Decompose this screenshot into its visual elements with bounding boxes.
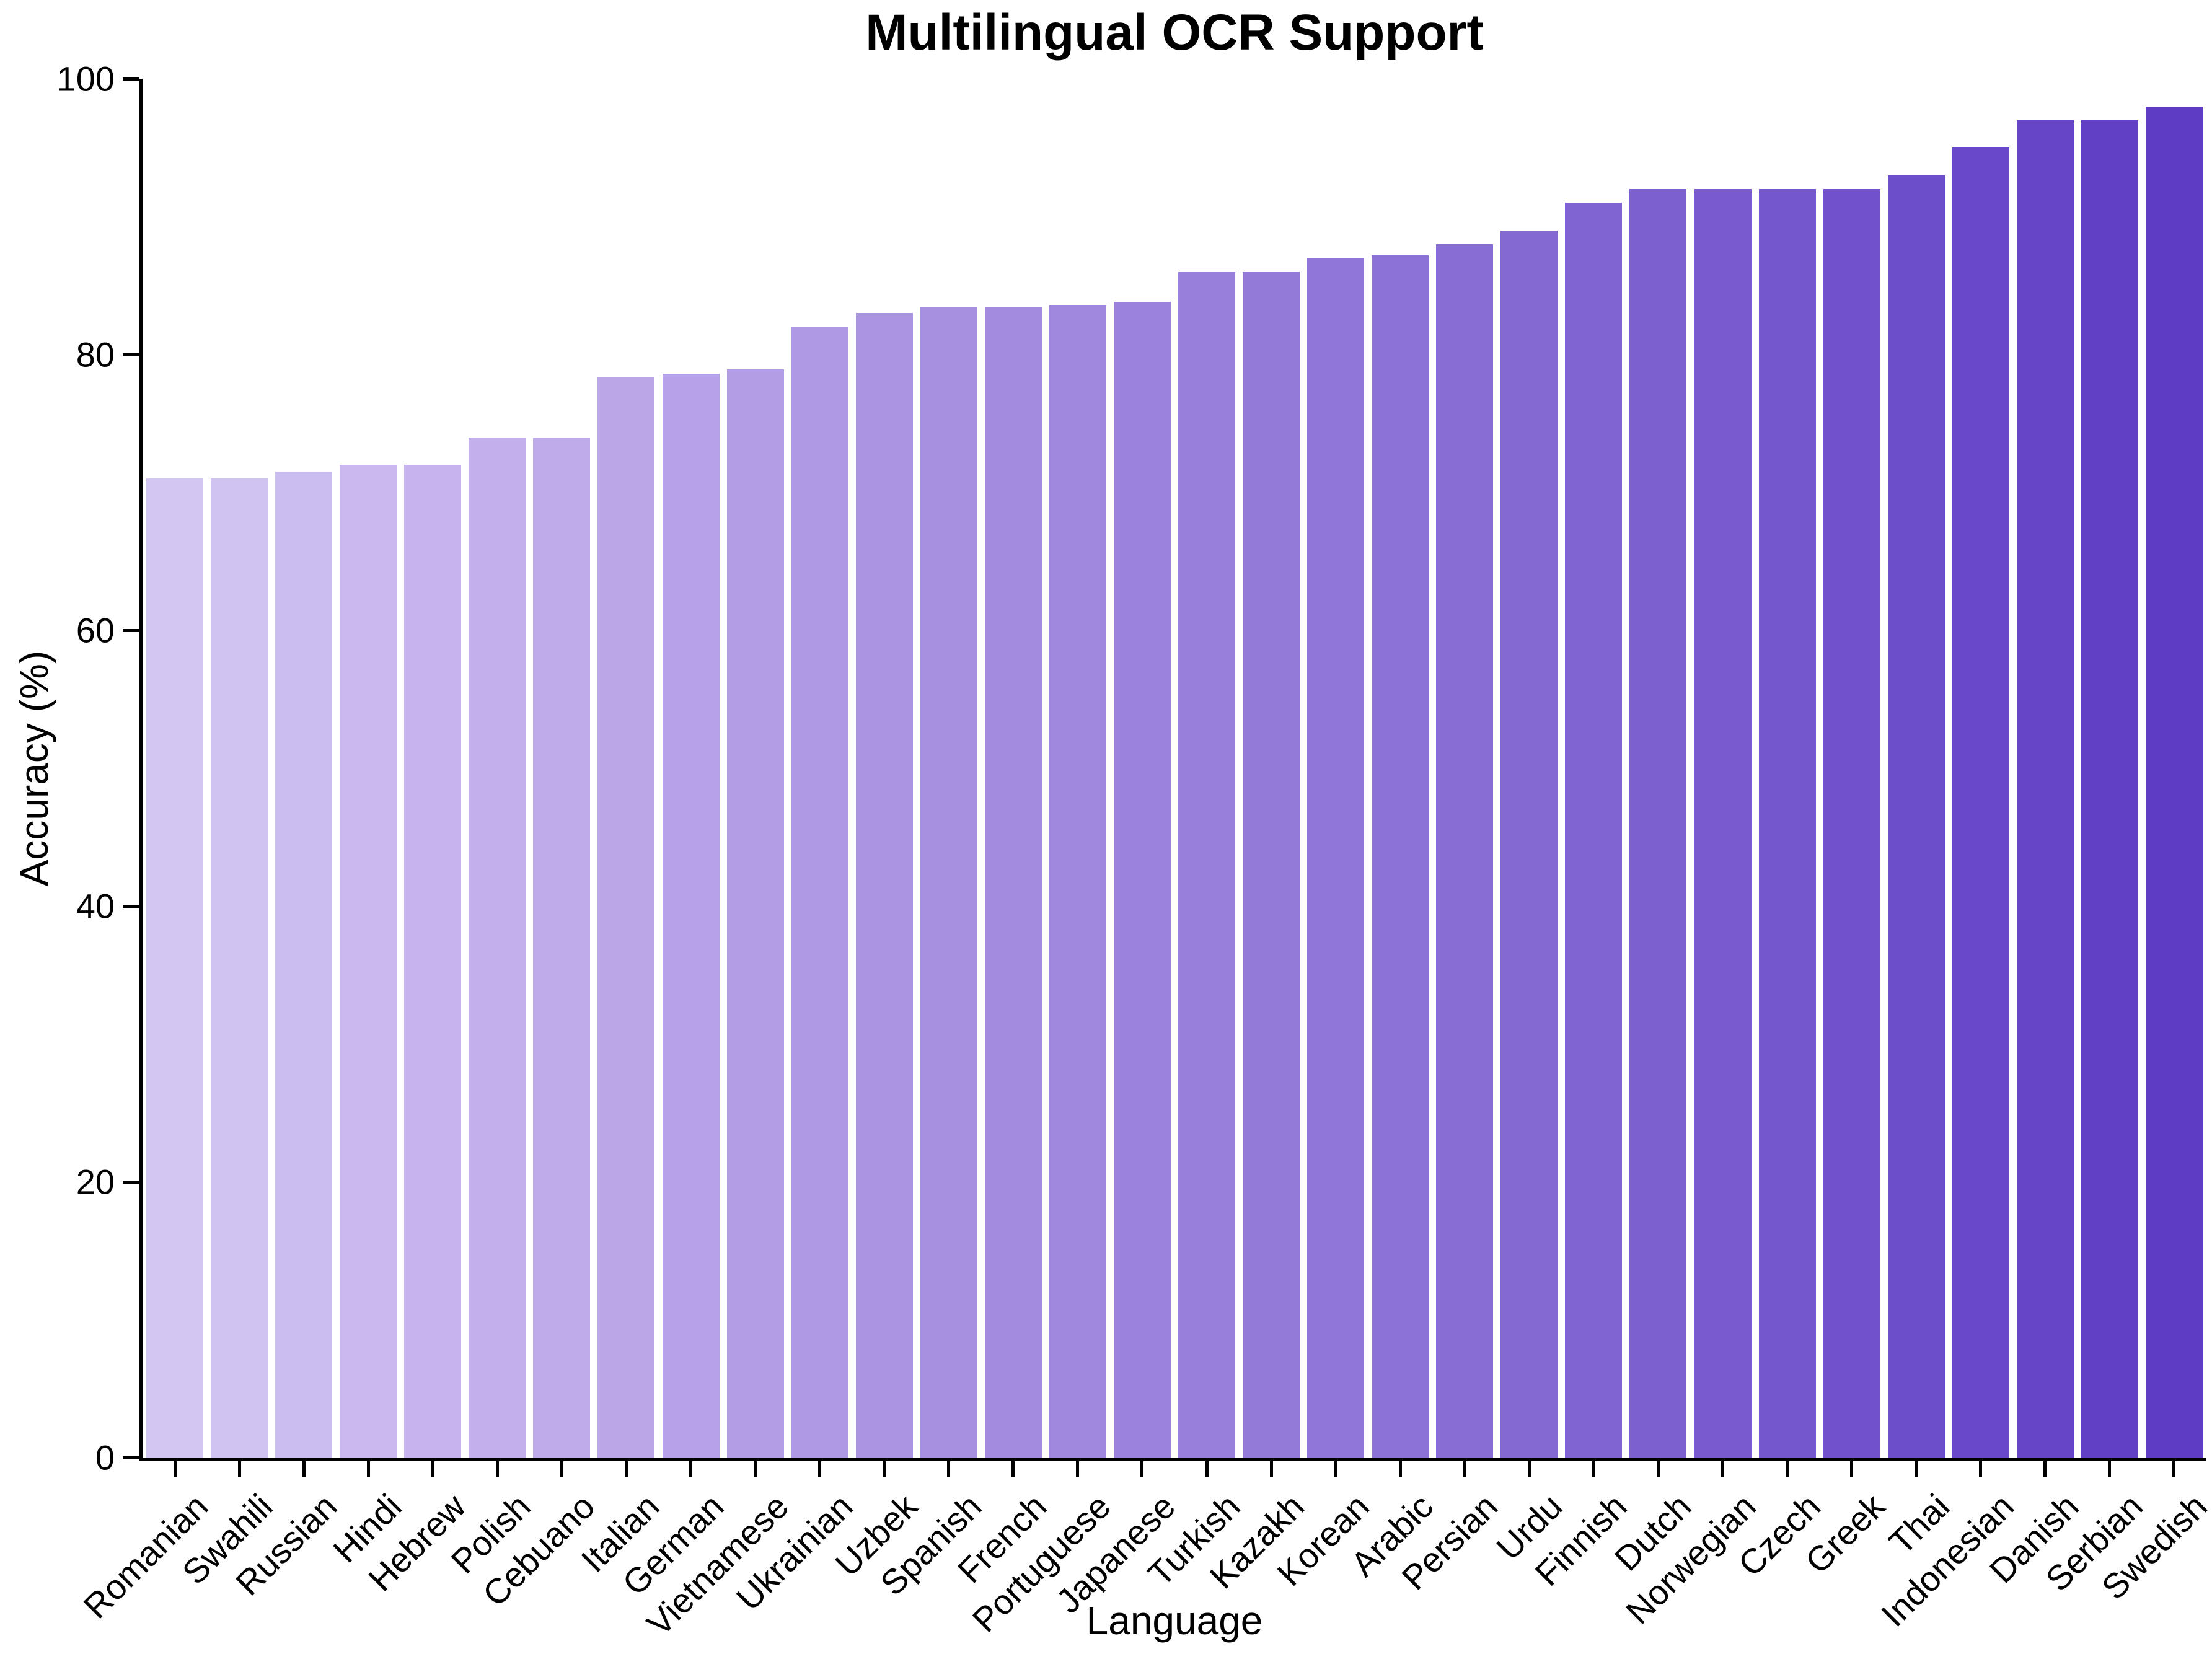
bar-danish	[2016, 120, 2074, 1458]
x-axis-label: Language	[1086, 1598, 1263, 1643]
x-tick-mark-hebrew	[431, 1461, 434, 1477]
bar-serbian	[2081, 120, 2138, 1458]
bar-german	[662, 374, 720, 1458]
x-tick-mark-finnish	[1592, 1461, 1595, 1477]
bar-hindi	[340, 465, 397, 1458]
x-tick-mark-spanish	[947, 1461, 951, 1477]
x-tick-mark-french	[1011, 1461, 1015, 1477]
x-tick-mark-thai	[1915, 1461, 1918, 1477]
x-axis-spine	[139, 1458, 2206, 1461]
x-tick-mark-uzbek	[883, 1461, 886, 1477]
bar-russian	[275, 472, 333, 1458]
y-tick-label-40: 40	[76, 886, 115, 926]
bar-korean	[1307, 258, 1365, 1458]
x-tick-mark-arabic	[1398, 1461, 1402, 1477]
y-tick-label-20: 20	[76, 1162, 115, 1202]
bar-persian	[1436, 244, 1494, 1458]
bar-urdu	[1500, 230, 1558, 1458]
y-tick-mark-100	[123, 77, 139, 81]
x-tick-mark-danish	[2043, 1461, 2047, 1477]
x-tick-mark-cebuano	[560, 1461, 563, 1477]
y-tick-mark-20	[123, 1180, 139, 1184]
x-tick-mark-ukrainian	[818, 1461, 822, 1477]
chart-title: Multilingual OCR Support	[865, 4, 1484, 61]
x-tick-mark-persian	[1463, 1461, 1466, 1477]
bar-kazakh	[1243, 271, 1300, 1458]
x-tick-mark-turkish	[1205, 1461, 1209, 1477]
bar-french	[984, 307, 1042, 1458]
bar-hebrew	[404, 465, 462, 1458]
x-tick-mark-vietnamese	[754, 1461, 757, 1477]
x-tick-mark-norwegian	[1721, 1461, 1725, 1477]
bar-arabic	[1372, 255, 1429, 1458]
x-tick-mark-serbian	[2108, 1461, 2112, 1477]
x-tick-mark-indonesian	[1979, 1461, 1983, 1477]
bar-ukrainian	[791, 327, 848, 1458]
bar-greek	[1823, 189, 1880, 1458]
x-tick-mark-greek	[1850, 1461, 1854, 1477]
x-tick-mark-dutch	[1656, 1461, 1660, 1477]
bar-uzbek	[855, 313, 913, 1458]
bar-thai	[1887, 175, 1945, 1458]
x-tick-mark-portuguese	[1076, 1461, 1080, 1477]
y-tick-mark-40	[123, 904, 139, 908]
bar-japanese	[1113, 302, 1171, 1458]
bar-indonesian	[1952, 147, 2009, 1458]
x-tick-mark-polish	[495, 1461, 499, 1477]
bar-turkish	[1178, 271, 1236, 1458]
y-tick-mark-0	[123, 1456, 139, 1459]
y-tick-mark-80	[123, 353, 139, 356]
x-tick-mark-swahili	[237, 1461, 241, 1477]
bar-swedish	[2145, 106, 2203, 1458]
bar-vietnamese	[726, 369, 784, 1458]
x-tick-mark-hindi	[366, 1461, 370, 1477]
x-tick-mark-romanian	[173, 1461, 177, 1477]
bar-spanish	[920, 307, 977, 1458]
bar-portuguese	[1049, 304, 1106, 1458]
x-tick-mark-german	[689, 1461, 693, 1477]
x-tick-mark-kazakh	[1269, 1461, 1273, 1477]
y-tick-label-0: 0	[95, 1438, 115, 1477]
bar-czech	[1758, 189, 1816, 1458]
x-tick-mark-russian	[302, 1461, 306, 1477]
bar-finnish	[1565, 203, 1623, 1458]
x-tick-mark-korean	[1334, 1461, 1337, 1477]
y-tick-label-80: 80	[76, 335, 115, 374]
x-tick-mark-urdu	[1527, 1461, 1531, 1477]
y-axis-label: Accuracy (%)	[12, 650, 56, 887]
bar-norwegian	[1694, 189, 1752, 1458]
x-tick-mark-swedish	[2172, 1461, 2176, 1477]
x-tick-mark-czech	[1786, 1461, 1789, 1477]
x-tick-mark-japanese	[1140, 1461, 1144, 1477]
bar-romanian	[146, 478, 204, 1458]
bar-dutch	[1629, 189, 1687, 1458]
y-tick-label-100: 100	[56, 59, 115, 99]
y-axis-spine	[139, 79, 143, 1461]
bar-cebuano	[533, 437, 591, 1458]
bar-swahili	[211, 478, 268, 1458]
bar-italian	[597, 376, 655, 1458]
x-tick-mark-italian	[624, 1461, 628, 1477]
y-tick-label-60: 60	[76, 610, 115, 650]
y-tick-mark-60	[123, 628, 139, 632]
bar-polish	[469, 437, 526, 1458]
